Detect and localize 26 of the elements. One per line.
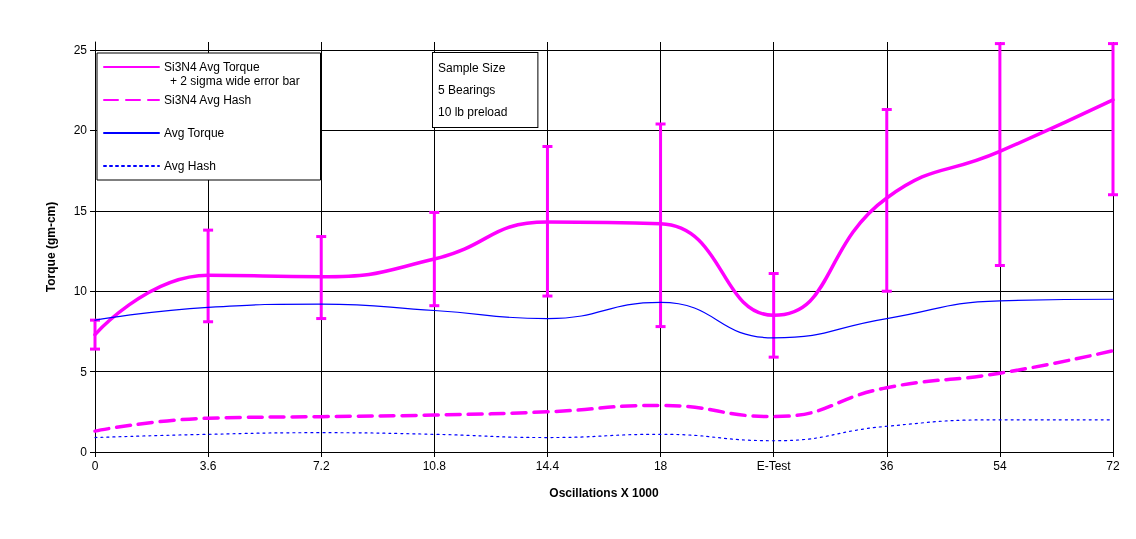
x-tick-label: 0	[91, 459, 99, 473]
line-series	[94, 298, 1114, 339]
x-tick-label: E-Test	[756, 459, 792, 473]
line-series	[93, 348, 1115, 433]
x-tick-label: 3.6	[199, 459, 217, 473]
x-axis-title: Oscillations X 1000	[549, 486, 660, 500]
x-tick-label: 36	[880, 459, 894, 473]
annotation: + 2 sigma wide error bar	[170, 74, 300, 88]
y-tick-label: 10	[73, 284, 88, 299]
x-tick-label: 54	[993, 459, 1007, 473]
y-tick-label: 5	[80, 364, 88, 379]
y-tick-label: 25	[73, 43, 88, 58]
x-tick-label: 18	[653, 459, 668, 473]
y-tick-label: 20	[73, 123, 88, 138]
legend-label: Si3N4 Avg Hash	[164, 93, 252, 107]
y-axis-title: Torque (gm-cm)	[44, 201, 58, 293]
y-tick-label: 15	[73, 203, 88, 218]
annotation: Sample Size 5 Bearings 10 lb preload	[438, 61, 508, 119]
x-tick-label: 7.2	[312, 459, 330, 473]
legend-label: Avg Hash	[164, 159, 216, 173]
x-tick-label: 72	[1106, 459, 1120, 473]
y-tick-label: 0	[80, 445, 88, 459]
x-tick-label: 10.8	[422, 459, 447, 473]
legend-label: Si3N4 Avg Torque	[164, 60, 260, 74]
legend-label: Avg Torque	[164, 126, 225, 140]
x-tick-label: 14.4	[535, 459, 560, 473]
